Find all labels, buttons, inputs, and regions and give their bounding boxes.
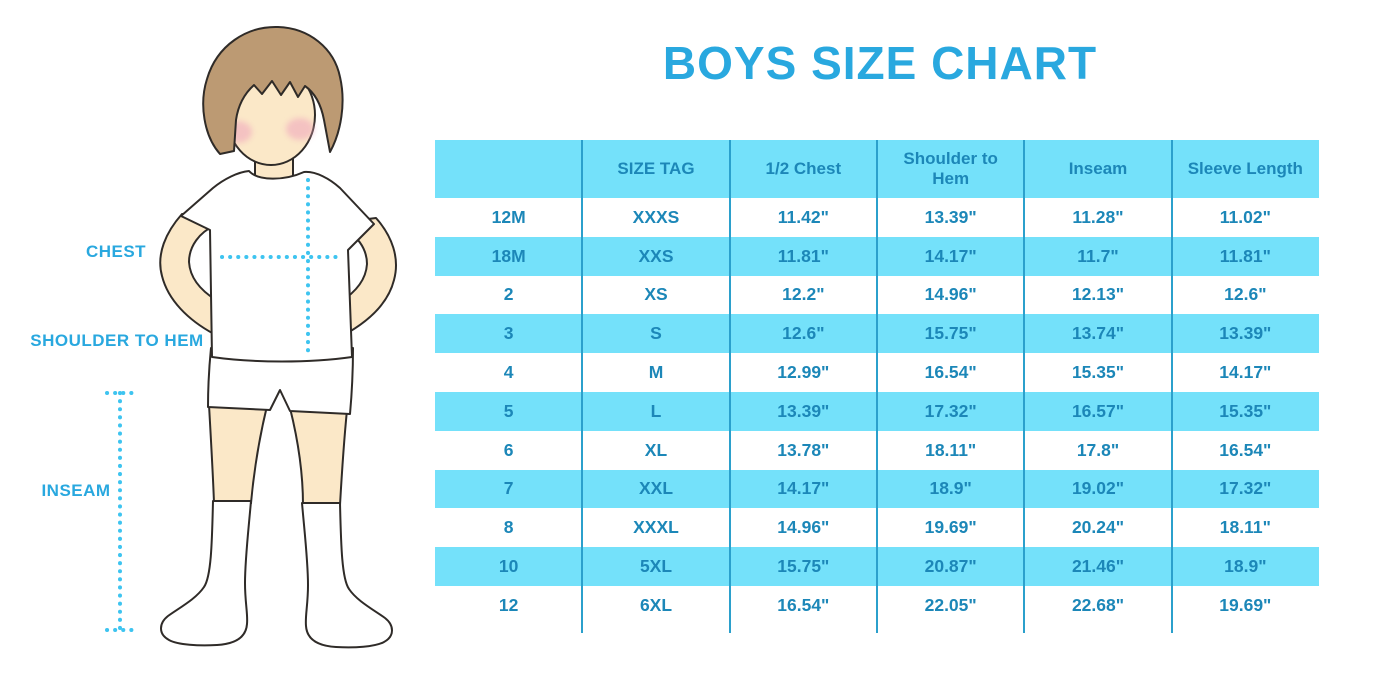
column-divider bbox=[876, 140, 878, 633]
table-cell: L bbox=[650, 400, 662, 421]
column-divider bbox=[729, 140, 731, 633]
table-cell: 11.7" bbox=[1077, 245, 1119, 266]
hair bbox=[202, 25, 344, 155]
column-divider bbox=[581, 140, 583, 633]
table-cell: 15.35" bbox=[1219, 400, 1272, 421]
table-cell: 11.81" bbox=[777, 245, 829, 266]
left-sock bbox=[160, 500, 252, 647]
table-cell: 18.11" bbox=[925, 439, 977, 460]
table-cell: 4 bbox=[503, 362, 514, 383]
right-leg bbox=[288, 406, 349, 506]
chest-label: CHEST bbox=[85, 242, 147, 261]
shoulder-to-hem-label: SHOULDER TO HEM bbox=[30, 331, 204, 350]
table-cell: 12.99" bbox=[777, 362, 830, 383]
table-cell: 11.02" bbox=[1219, 206, 1271, 227]
table-cell: 15.35" bbox=[1071, 362, 1125, 383]
table-cell: 16.54" bbox=[1219, 439, 1272, 460]
table-cell: 6XL bbox=[639, 594, 673, 615]
table-cell: 14.17" bbox=[1219, 362, 1272, 383]
table-cell: S bbox=[650, 323, 662, 344]
table-cell: 12 bbox=[498, 594, 519, 615]
table-cell: XS bbox=[644, 284, 668, 305]
table-cell: 11.28" bbox=[1072, 206, 1124, 227]
left-leg bbox=[207, 403, 269, 504]
table-cell: XXL bbox=[638, 478, 674, 499]
table-cell: 8 bbox=[503, 517, 514, 538]
table-cell: 14.96" bbox=[777, 517, 830, 538]
table-cell: 5 bbox=[503, 400, 514, 421]
table-cell: 20.24" bbox=[1071, 517, 1125, 538]
table-cell: 15.75" bbox=[924, 323, 977, 344]
table-cell: 13.74" bbox=[1071, 323, 1125, 344]
table-cell: 13.39" bbox=[1219, 323, 1272, 344]
table-cell: 14.17" bbox=[777, 478, 830, 499]
table-cell: XXXL bbox=[633, 517, 679, 538]
table-cell: 16.54" bbox=[924, 362, 977, 383]
table-cell: 12.2" bbox=[782, 284, 825, 305]
boy-illustration bbox=[105, 25, 397, 649]
table-cell: 22.68" bbox=[1071, 594, 1125, 615]
table-cell: 17.32" bbox=[924, 400, 977, 421]
table-cell: 18.9" bbox=[929, 478, 972, 499]
table-cell: 11.81" bbox=[1219, 245, 1271, 266]
table-cell: 17.32" bbox=[1219, 478, 1272, 499]
table-cell: M bbox=[648, 362, 664, 383]
table-cell: 16.54" bbox=[777, 594, 830, 615]
inseam-label: INSEAM bbox=[41, 481, 111, 500]
table-cell: 19.69" bbox=[1219, 594, 1272, 615]
table-cell: 12M bbox=[491, 206, 526, 227]
table-cell: 18.9" bbox=[1224, 556, 1267, 577]
table-cell: 14.17" bbox=[924, 245, 977, 266]
table-cell: 16.57" bbox=[1071, 400, 1125, 421]
col-header-sleeve: Sleeve Length bbox=[1187, 159, 1303, 179]
table-cell: 18M bbox=[491, 245, 526, 266]
table-cell: 2 bbox=[503, 284, 514, 305]
table-cell: 13.39" bbox=[777, 400, 830, 421]
column-divider bbox=[1171, 140, 1173, 633]
table-cell: XXXS bbox=[632, 206, 680, 227]
column-divider bbox=[1023, 140, 1025, 633]
table-cell: 7 bbox=[503, 478, 514, 499]
t-shirt bbox=[180, 170, 375, 363]
page-title: BOYS SIZE CHART bbox=[662, 37, 1098, 89]
table-cell: 5XL bbox=[639, 556, 673, 577]
table-cell: 12.6" bbox=[1224, 284, 1267, 305]
col-header-size-tag: SIZE TAG bbox=[617, 159, 695, 179]
col-header-inseam: Inseam bbox=[1068, 159, 1128, 179]
table-cell: 20.87" bbox=[924, 556, 977, 577]
right-sock bbox=[301, 502, 393, 649]
table-cell: 12.13" bbox=[1071, 284, 1125, 305]
col-header-shoulder-hem: Shoulder to Hem bbox=[903, 149, 998, 188]
table-cell: 19.69" bbox=[924, 517, 977, 538]
table-cell: 13.39" bbox=[924, 206, 977, 227]
table-cell: 3 bbox=[503, 323, 514, 344]
table-cell: 10 bbox=[498, 556, 519, 577]
table-cell: 13.78" bbox=[777, 439, 830, 460]
blush-right bbox=[286, 118, 314, 140]
table-cell: 12.6" bbox=[782, 323, 825, 344]
shorts bbox=[207, 347, 354, 415]
table-cell: XXS bbox=[638, 245, 674, 266]
table-cell: XL bbox=[644, 439, 668, 460]
table-cell: 14.96" bbox=[924, 284, 977, 305]
table-cell: 11.42" bbox=[777, 206, 829, 227]
table-cell: 21.46" bbox=[1071, 556, 1125, 577]
left-arm bbox=[159, 213, 217, 335]
table-cell: 17.8" bbox=[1076, 439, 1120, 460]
size-table: SIZE TAG 1/2 Chest Shoulder to Hem Insea… bbox=[435, 140, 1319, 633]
table-cell: 6 bbox=[503, 439, 514, 460]
table-cell: 18.11" bbox=[1219, 517, 1271, 538]
table-cell: 15.75" bbox=[777, 556, 830, 577]
col-header-half-chest: 1/2 Chest bbox=[765, 159, 842, 179]
table-cell: 22.05" bbox=[924, 594, 977, 615]
table-cell: 19.02" bbox=[1071, 478, 1125, 499]
